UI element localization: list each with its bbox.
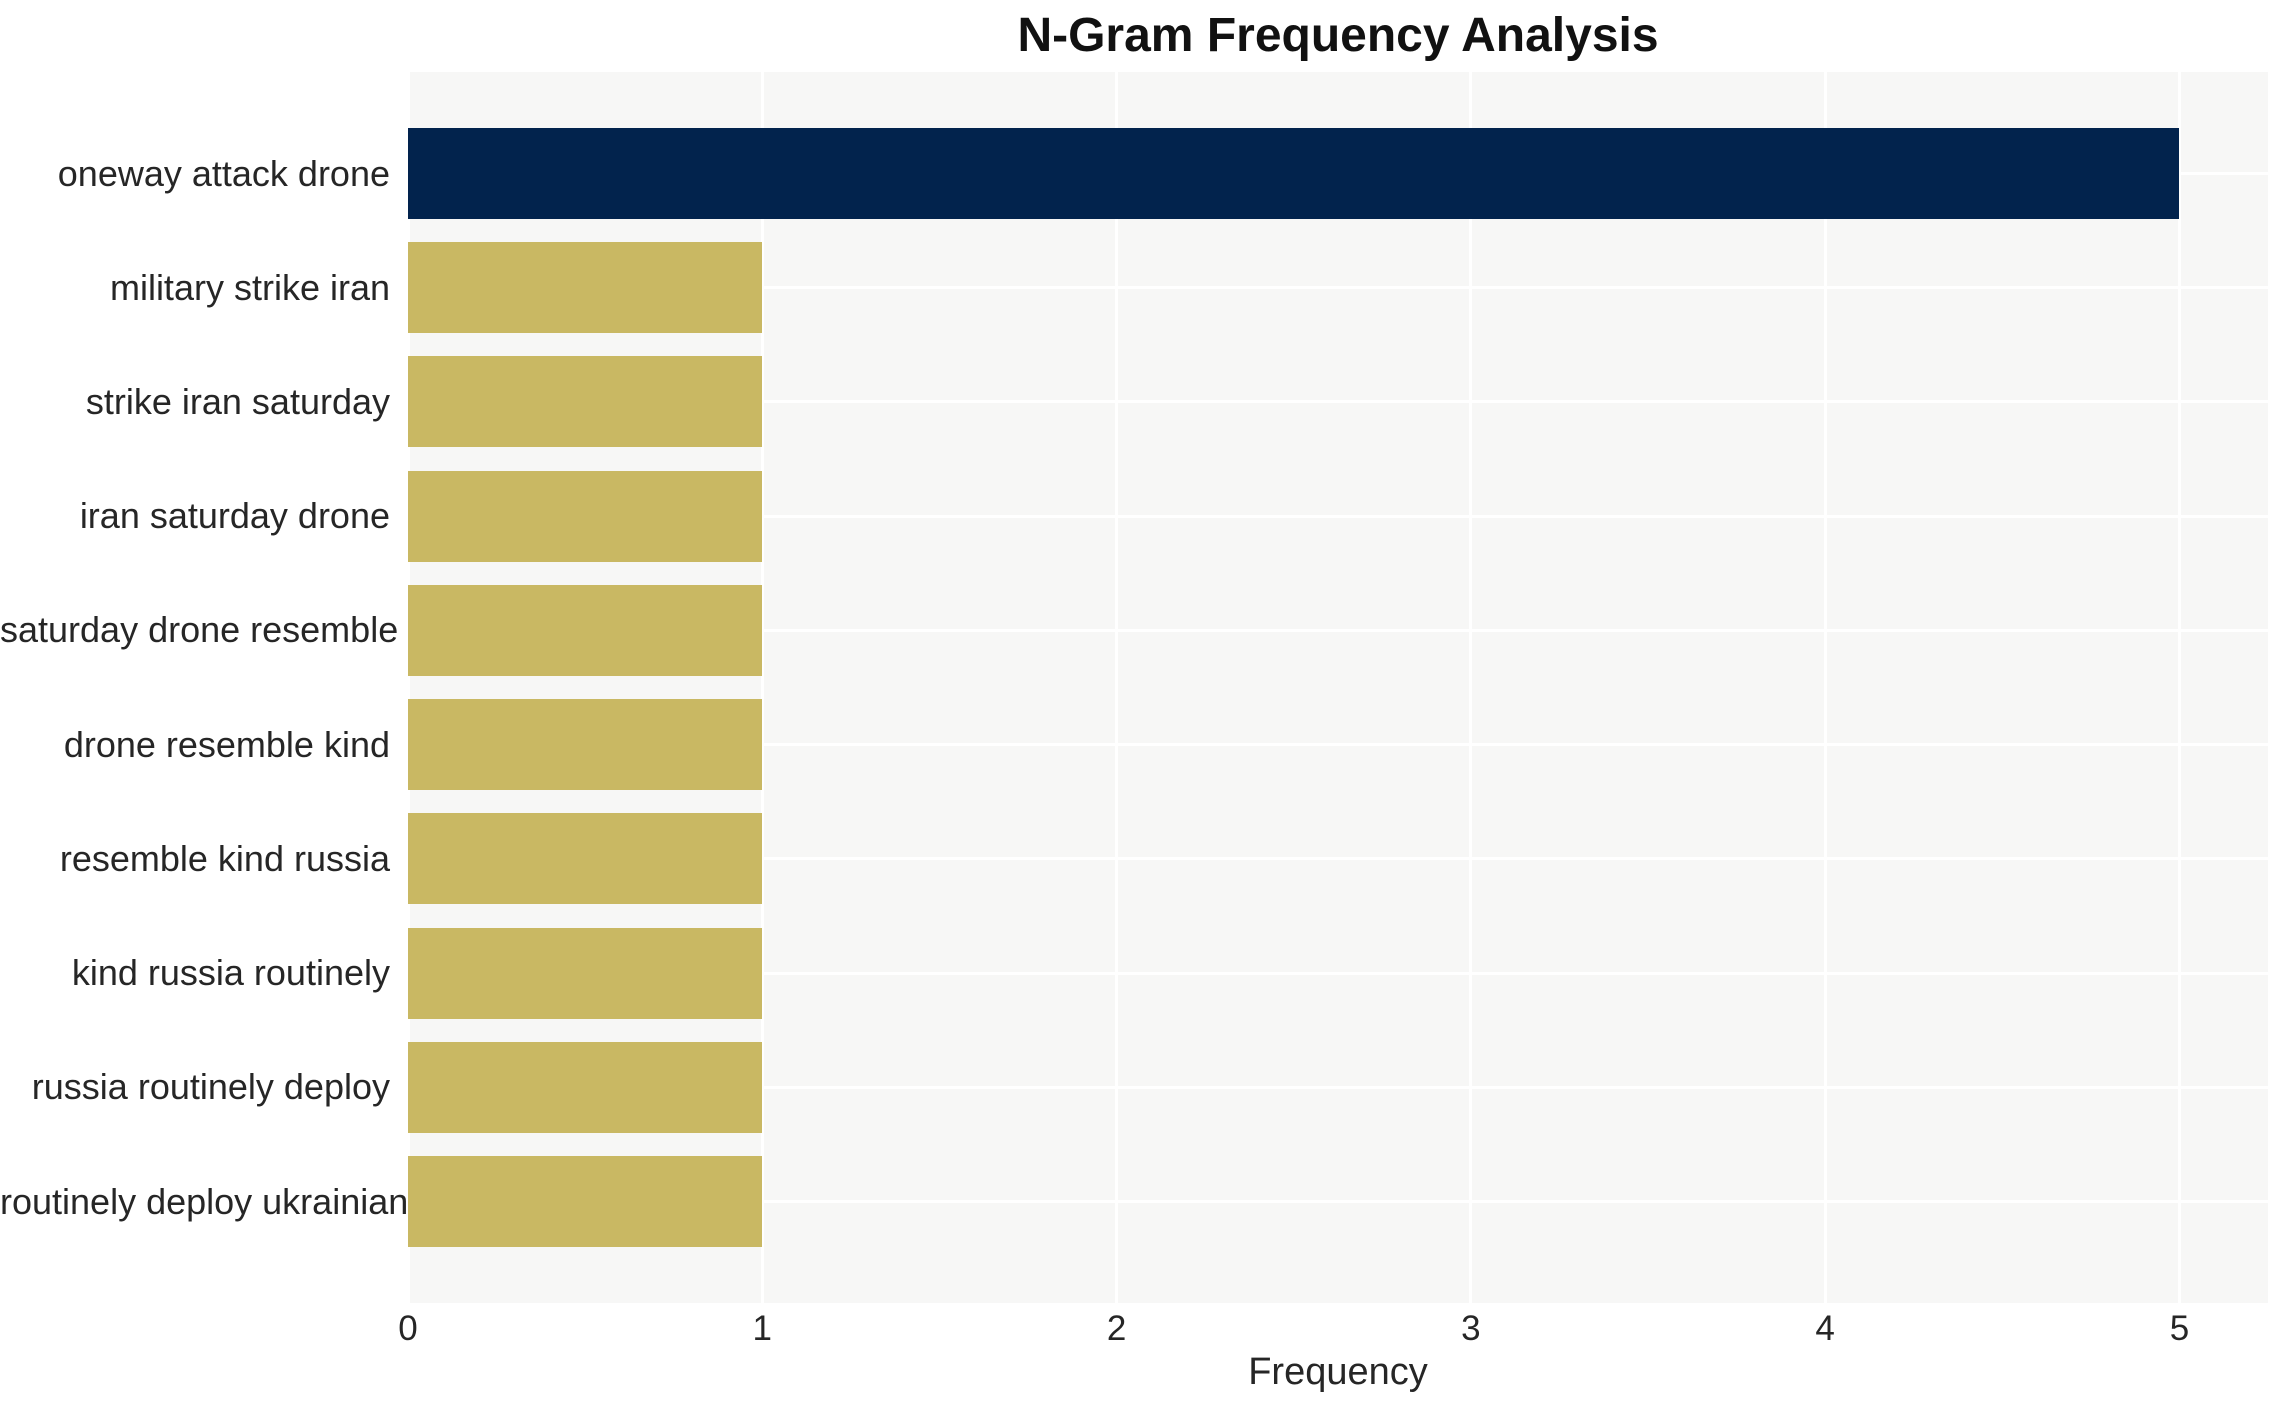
y-tick-label: kind russia routinely bbox=[71, 952, 390, 994]
vertical-gridline bbox=[1823, 72, 1827, 1303]
x-axis-label: Frequency bbox=[1248, 1351, 1428, 1393]
x-tick-label: 4 bbox=[1815, 1309, 1835, 1348]
x-tick-label: 1 bbox=[752, 1309, 773, 1348]
bar bbox=[408, 1041, 763, 1133]
horizontal-gridline bbox=[408, 1085, 2268, 1089]
x-tick-label: 2 bbox=[1106, 1309, 1127, 1348]
bar bbox=[408, 1156, 763, 1247]
horizontal-gridline bbox=[408, 628, 2268, 632]
horizontal-gridline bbox=[408, 1200, 2268, 1203]
y-tick-label: drone resemble kind bbox=[63, 723, 390, 765]
bar bbox=[408, 813, 763, 905]
y-axis-labels: oneway attack drone military strike iran s… bbox=[0, 72, 409, 1303]
horizontal-gridline bbox=[408, 514, 2268, 518]
bar bbox=[408, 356, 763, 448]
y-tick-label: military strike iran bbox=[109, 266, 390, 308]
y-tick-label: oneway attack drone bbox=[57, 152, 390, 194]
bar bbox=[408, 584, 763, 676]
vertical-gridline bbox=[1469, 72, 1473, 1303]
y-tick-label: iran saturday drone bbox=[79, 495, 390, 537]
plot-area bbox=[406, 72, 2268, 1303]
y-tick-label: strike iran saturday bbox=[85, 380, 390, 422]
y-tick-label: routinely deploy ukrainian bbox=[0, 1180, 409, 1222]
x-tick-label: 5 bbox=[2169, 1309, 2190, 1348]
vertical-gridline bbox=[1115, 72, 1119, 1303]
y-tick-label: saturday drone resemble bbox=[0, 609, 399, 651]
bar bbox=[408, 699, 763, 791]
bar bbox=[408, 242, 763, 334]
vertical-gridline bbox=[2177, 72, 2181, 1303]
horizontal-gridline bbox=[408, 971, 2268, 975]
horizontal-gridline bbox=[408, 857, 2268, 861]
horizontal-gridline bbox=[408, 400, 2268, 404]
bar bbox=[408, 128, 2180, 219]
bar bbox=[408, 927, 763, 1019]
x-tick-label: 0 bbox=[398, 1309, 418, 1348]
x-tick-label: 3 bbox=[1461, 1309, 1481, 1348]
x-axis-tick-labels: 0 1 2 3 4 5 bbox=[0, 1307, 2287, 1351]
y-tick-label: russia routinely deploy bbox=[31, 1066, 390, 1108]
bar bbox=[408, 470, 763, 562]
y-tick-label: resemble kind russia bbox=[59, 837, 390, 879]
horizontal-gridline bbox=[408, 286, 2268, 290]
vertical-gridline bbox=[760, 72, 764, 1303]
horizontal-gridline bbox=[408, 743, 2268, 747]
vertical-gridline bbox=[406, 72, 410, 1303]
chart-title: N-Gram Frequency Analysis bbox=[1017, 9, 1659, 62]
